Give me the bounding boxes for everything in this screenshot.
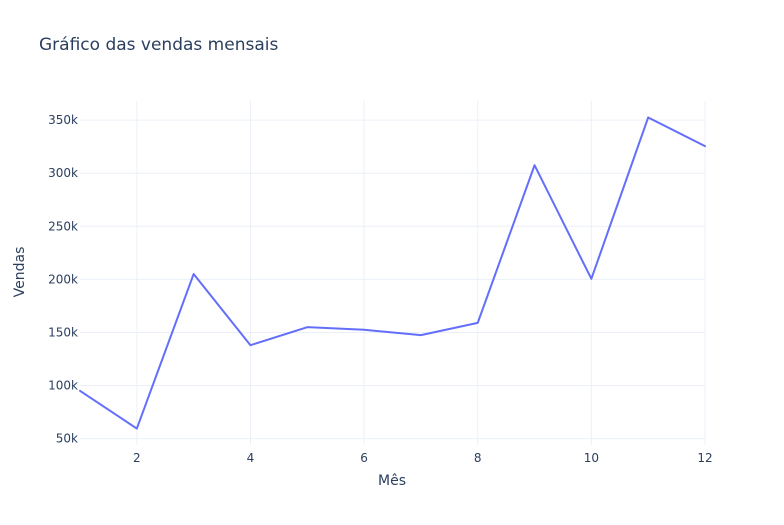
x-axis-label: Mês [378, 473, 406, 489]
y-gridlines [80, 119, 705, 440]
x-tick-label: 6 [360, 451, 368, 465]
y-tick-label: 100k [48, 379, 78, 393]
y-tick-label: 300k [48, 166, 78, 180]
x-tick-label: 12 [697, 451, 712, 465]
y-tick-labels: 50k 100k 150k 200k 250k 300k 350k [48, 113, 78, 446]
x-tick-labels: 2 4 6 8 10 12 [133, 451, 713, 465]
y-tick-label: 50k [56, 432, 78, 446]
chart-title: Gráfico das vendas mensais [39, 35, 278, 55]
y-tick-label: 350k [48, 113, 78, 127]
y-axis-label: Vendas [12, 247, 28, 298]
y-tick-label: 250k [48, 219, 78, 233]
x-tick-label: 10 [584, 451, 599, 465]
series-line [79, 116, 706, 430]
x-tick-label: 8 [474, 451, 482, 465]
x-tick-label: 2 [133, 451, 141, 465]
y-tick-label: 200k [48, 272, 78, 286]
x-gridlines [136, 101, 706, 445]
y-tick-label: 150k [48, 325, 78, 339]
x-tick-label: 4 [247, 451, 255, 465]
